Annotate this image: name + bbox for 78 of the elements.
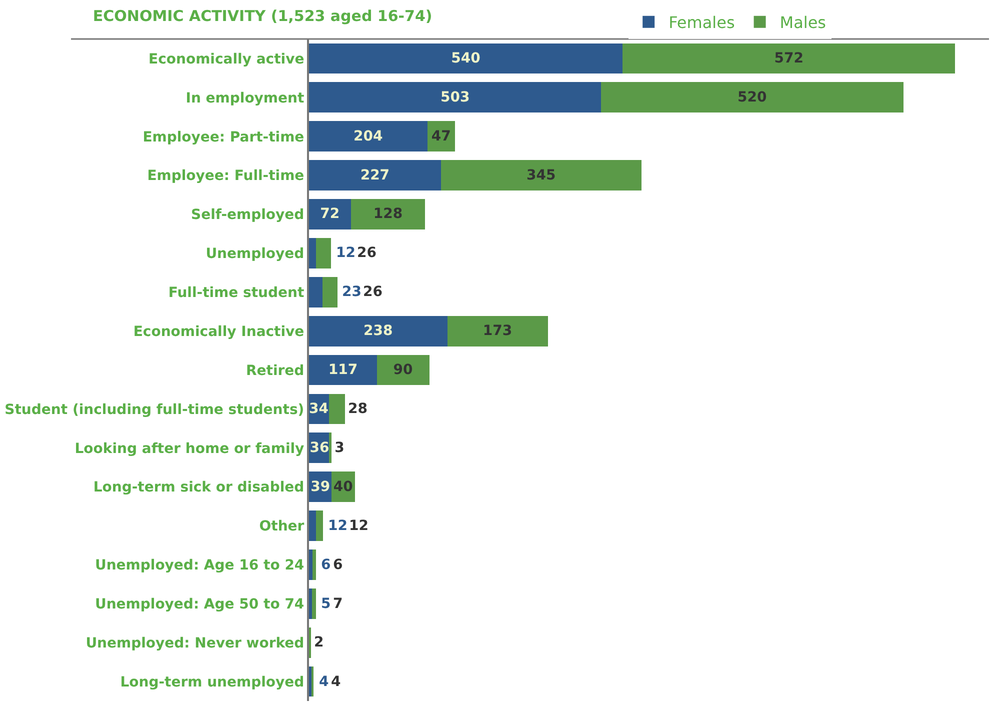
bar: [309, 199, 351, 230]
bar: [376, 354, 430, 386]
y-tick-label: Unemployed: Never worked: [86, 635, 304, 652]
bar: [309, 238, 316, 268]
data-label: 3: [334, 440, 344, 456]
bar: [350, 199, 426, 230]
y-tick-label: Unemployed: [206, 246, 304, 262]
data-label: 540: [451, 50, 481, 66]
data-label: 36: [310, 440, 330, 456]
data-label: 520: [738, 89, 767, 106]
data-label: 12: [328, 518, 348, 534]
y-tick-label: Other: [259, 518, 304, 535]
data-label: 5: [321, 596, 331, 612]
data-label: 12: [349, 518, 368, 534]
data-label: 34: [309, 400, 329, 417]
data-label: 12: [336, 245, 356, 261]
data-label: 238: [364, 323, 393, 340]
y-tick-label: Full-time student: [168, 285, 305, 302]
data-label: 117: [328, 362, 358, 378]
data-label: 90: [393, 362, 413, 378]
y-tick-label: Employee: Part-time: [142, 129, 304, 146]
data-label: 47: [431, 128, 451, 144]
y-tick-label: Long-term unemployed: [120, 674, 304, 690]
y-tick-label: Retired: [246, 362, 304, 379]
bar: [312, 588, 316, 619]
y-tick-label: Unemployed: Age 16 to 24: [94, 558, 304, 574]
data-label: 4: [319, 674, 329, 690]
y-tick-label: Long-term sick or disabled: [93, 480, 304, 496]
y-tick-label: In employment: [186, 90, 304, 106]
bar: [316, 238, 332, 268]
data-label: 173: [482, 323, 512, 340]
bar: [309, 82, 602, 113]
data-label: 28: [348, 400, 368, 417]
data-label: 6: [333, 557, 343, 573]
data-label: 72: [320, 206, 340, 222]
bar: [309, 121, 428, 152]
bar: [447, 316, 548, 346]
data-label: 40: [333, 478, 354, 495]
legend-label: Males: [780, 13, 826, 32]
data-label: 204: [354, 128, 383, 144]
y-tick-label: Unemployed: Age 50 to 74: [94, 596, 304, 613]
bar: [601, 82, 904, 113]
bar: [309, 160, 441, 190]
bar: [309, 316, 448, 346]
bar: [316, 510, 323, 541]
bar: [329, 432, 332, 464]
bar: [309, 588, 312, 619]
bar: [622, 43, 955, 74]
bar: [328, 394, 346, 424]
y-tick-label: Looking after home or family: [74, 440, 304, 457]
legend-label: Females: [668, 13, 735, 32]
data-label: 26: [363, 284, 382, 300]
chart-title: ECONOMIC ACTIVITY (1,523 aged 16-74): [92, 7, 432, 26]
bar: [309, 276, 322, 308]
bar: [309, 354, 377, 386]
bar: [322, 276, 338, 308]
data-label: 503: [440, 89, 470, 106]
data-label: 128: [373, 206, 403, 222]
y-tick-label: Self-employed: [190, 207, 304, 224]
data-label: 4: [331, 674, 341, 690]
bar: [312, 550, 316, 580]
data-label: 6: [321, 557, 331, 573]
bar: [309, 510, 316, 541]
data-label: 572: [774, 50, 804, 66]
y-tick-label: Economically active: [148, 51, 304, 68]
data-label: 7: [333, 596, 343, 612]
data-label: 2: [314, 634, 324, 651]
data-label: 227: [360, 167, 390, 184]
data-label: 23: [342, 284, 362, 300]
bar: [309, 43, 623, 74]
data-label: 345: [526, 167, 556, 184]
y-tick-label: Employee: Full-time: [147, 168, 304, 184]
bar: [309, 550, 312, 580]
bar: [440, 160, 642, 190]
data-label: 39: [310, 478, 330, 495]
data-label: 26: [357, 245, 376, 261]
y-tick-label: Economically Inactive: [133, 324, 304, 340]
y-tick-label: Student (including full-time students): [4, 402, 304, 418]
